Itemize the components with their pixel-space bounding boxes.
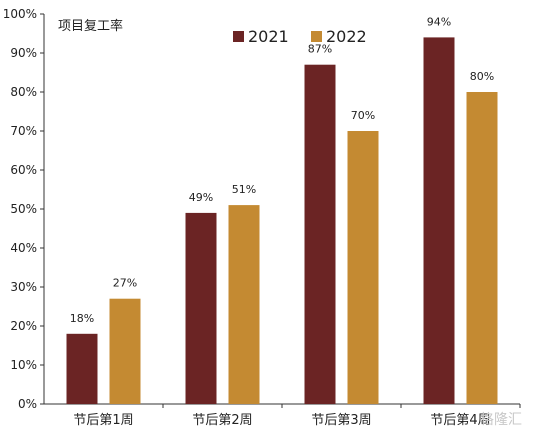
bar-2021	[423, 37, 455, 405]
y-tick-label: 60%	[10, 163, 37, 177]
y-tick-label: 90%	[10, 46, 37, 60]
bar-2021	[304, 64, 336, 404]
y-tick-label: 20%	[10, 319, 37, 333]
data-label-2021: 87%	[308, 43, 332, 56]
y-tick-label: 100%	[3, 7, 37, 21]
watermark: 格隆汇	[480, 412, 522, 428]
legend: 2021 2022	[233, 27, 367, 46]
bar-2022	[228, 205, 260, 404]
data-labels: 18% 27% 49% 51% 87% 70% 94% 80%	[70, 15, 494, 324]
y-tick-label: 80%	[10, 85, 37, 99]
y-tick-label: 50%	[10, 202, 37, 216]
y-tick-label: 30%	[10, 280, 37, 294]
bar-2022	[347, 131, 379, 404]
axes: 0% 10% 20% 30% 40% 50% 60% 70% 80% 90% 100% 节后第1周 节后…	[3, 7, 521, 428]
y-tick-label: 10%	[10, 358, 37, 372]
data-label-2021: 94%	[427, 15, 451, 28]
x-tick-label: 节后第4周	[430, 413, 490, 428]
x-tick-label: 节后第2周	[192, 413, 252, 428]
y-tick-label: 40%	[10, 241, 37, 255]
bar-2021	[66, 333, 98, 404]
data-label-2022: 70%	[351, 109, 375, 122]
bar-2021	[185, 212, 217, 404]
legend-label-2022: 2022	[326, 27, 367, 46]
legend-label-2021: 2021	[248, 27, 289, 46]
bar-2022	[109, 298, 141, 404]
data-label-2021: 49%	[189, 191, 213, 204]
x-tick-label: 节后第3周	[311, 413, 371, 428]
bars	[66, 37, 498, 405]
data-label-2021: 18%	[70, 312, 94, 325]
watermark-text: 格隆汇	[480, 412, 522, 428]
y-tick-label: 0%	[18, 397, 37, 411]
data-label-2022: 51%	[232, 183, 256, 196]
chart-title: 项目复工率	[58, 18, 123, 34]
data-label-2022: 80%	[470, 70, 494, 83]
bar-2022	[466, 92, 498, 404]
y-tick-label: 70%	[10, 124, 37, 138]
x-tick-label: 节后第1周	[73, 413, 133, 428]
legend-swatch-2022	[311, 31, 322, 42]
data-label-2022: 27%	[113, 277, 137, 290]
legend-swatch-2021	[233, 31, 244, 42]
